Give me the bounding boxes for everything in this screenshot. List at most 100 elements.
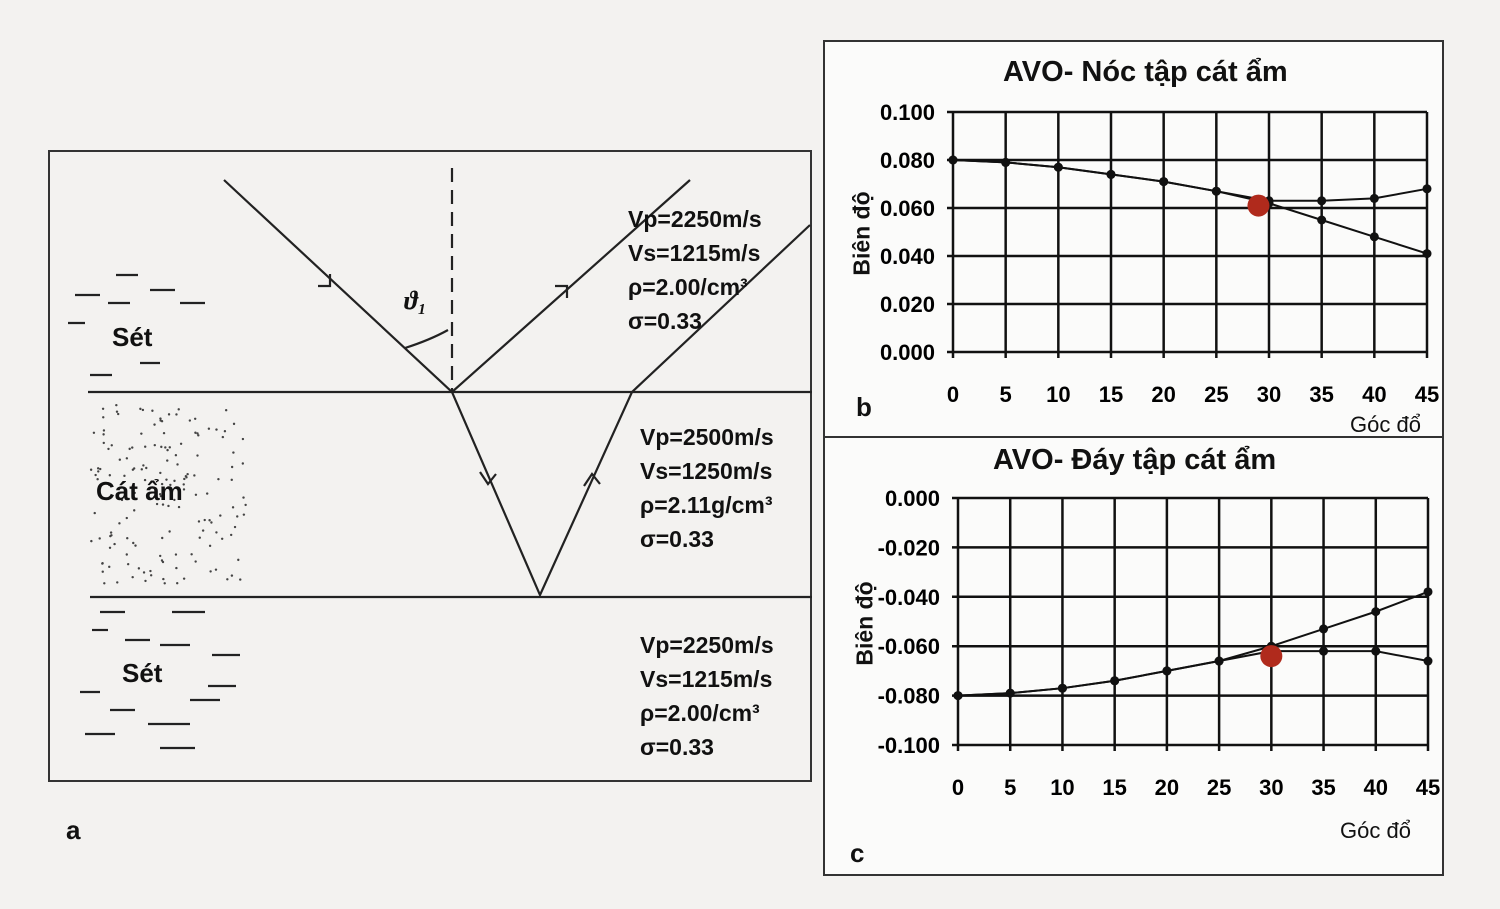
sand-dot: [137, 567, 141, 570]
sand-dot: [194, 560, 197, 563]
sand-dot: [166, 448, 169, 452]
sand-dot: [162, 431, 166, 435]
sand-dot: [179, 442, 183, 445]
sand-dot: [174, 454, 178, 457]
x-tick-label: 35: [1309, 382, 1333, 407]
highlight-point: [1260, 645, 1283, 668]
sand-dot: [93, 511, 96, 515]
sand-dot: [107, 447, 110, 451]
data-point: [1422, 184, 1432, 194]
layer-name-clay-top: Sét: [112, 322, 153, 352]
sand-dot: [177, 408, 180, 411]
sand-dot: [151, 409, 154, 412]
chart-b-title: AVO- Nóc tập cát ẩm: [1003, 56, 1288, 88]
sand-dot: [207, 427, 211, 430]
series-line-series-1: [957, 590, 1429, 697]
sand-dot: [140, 468, 143, 471]
sand-symbols: [89, 403, 247, 585]
vs: Vs=1250m/s: [640, 458, 773, 484]
sand-dot: [132, 541, 135, 545]
data-point: [1159, 177, 1169, 187]
sand-dot: [96, 467, 100, 470]
y-tick-label: 0.080: [880, 148, 935, 173]
panel-label-a: a: [66, 815, 81, 845]
sand-dot: [133, 509, 136, 512]
sand-dot: [208, 519, 211, 522]
sand-dot: [149, 569, 152, 573]
sand-dot: [229, 533, 233, 537]
sand-dot: [173, 498, 176, 502]
sand-dot: [115, 410, 119, 413]
y-tick-label: -0.040: [878, 585, 940, 610]
sand-dot: [174, 553, 178, 556]
sand-dot: [205, 492, 209, 495]
data-point: [1369, 193, 1379, 203]
sand-dot: [223, 430, 227, 433]
data-point: [1057, 683, 1067, 693]
sand-dot: [108, 546, 112, 549]
sand-dot: [175, 566, 178, 570]
sand-dot: [99, 467, 102, 471]
sand-dot: [110, 444, 113, 447]
angle-label: ϑ₁: [404, 286, 427, 315]
layer-props-sand: Vp=2500m/s Vs=1250m/s ρ=2.11g/cm³ σ=0.33: [640, 420, 774, 556]
data-point: [1211, 186, 1221, 196]
sand-dot: [182, 577, 186, 580]
arrow-refracted-up: [583, 472, 601, 487]
data-point: [1162, 666, 1172, 676]
sand-dot: [125, 457, 129, 460]
sand-dot: [94, 473, 97, 477]
x-tick-label: 5: [1004, 775, 1016, 800]
series-line-series-2: [952, 159, 1428, 202]
chart-c: 0 5 10 15 20 25 30 35 40 45 0.000 -0.020 -0.040 -0.06…: [878, 486, 1441, 800]
sand-dot: [231, 506, 235, 509]
x-tick-label: 15: [1099, 382, 1123, 407]
sand-dot: [139, 407, 142, 411]
data-point: [1110, 676, 1120, 686]
sand-dot: [176, 581, 179, 585]
sand-dot: [178, 491, 181, 494]
series-line-series-2: [957, 650, 1429, 697]
x-tick-label: 40: [1364, 775, 1388, 800]
sand-dot: [103, 582, 106, 585]
sand-dot: [186, 472, 189, 476]
x-tick-label: 20: [1155, 775, 1179, 800]
sand-dot: [153, 443, 156, 447]
sigma: σ=0.33: [640, 526, 714, 552]
sand-dot: [201, 529, 205, 532]
chart-b-xlabel: Góc đổ: [1350, 412, 1421, 437]
data-point: [948, 155, 958, 165]
sand-dot: [109, 531, 113, 534]
sand-dot: [168, 530, 171, 533]
sand-dot: [214, 568, 218, 571]
panel-label-c: c: [850, 838, 865, 868]
sand-dot: [237, 558, 240, 562]
sand-dot: [102, 433, 105, 436]
sand-dot: [160, 482, 164, 486]
sand-dot: [101, 562, 104, 565]
y-tick-label: 0.000: [885, 486, 940, 511]
layer-name-clay-bottom: Sét: [122, 658, 163, 688]
sand-dot: [194, 493, 198, 496]
sand-dot: [182, 488, 186, 491]
sand-dot: [168, 446, 171, 449]
sand-dot: [182, 483, 185, 486]
y-tick-label: 0.100: [880, 100, 935, 125]
sand-dot: [131, 575, 134, 579]
sand-dot: [208, 544, 212, 548]
chart-c-title: AVO- Đáy tập cát ẩm: [993, 444, 1277, 476]
y-tick-label: -0.020: [878, 535, 940, 560]
sand-dot: [108, 474, 112, 477]
sand-dot: [196, 454, 199, 457]
sand-dot: [118, 522, 121, 525]
sand-dot: [220, 537, 224, 540]
sand-dot: [113, 542, 116, 546]
sand-dot: [153, 495, 156, 498]
x-tick-label: 40: [1362, 382, 1386, 407]
x-tick-label: 15: [1102, 775, 1126, 800]
sand-dot: [116, 412, 120, 416]
sand-dot: [159, 417, 162, 420]
sand-dot: [183, 477, 186, 481]
sand-dot: [226, 578, 229, 581]
